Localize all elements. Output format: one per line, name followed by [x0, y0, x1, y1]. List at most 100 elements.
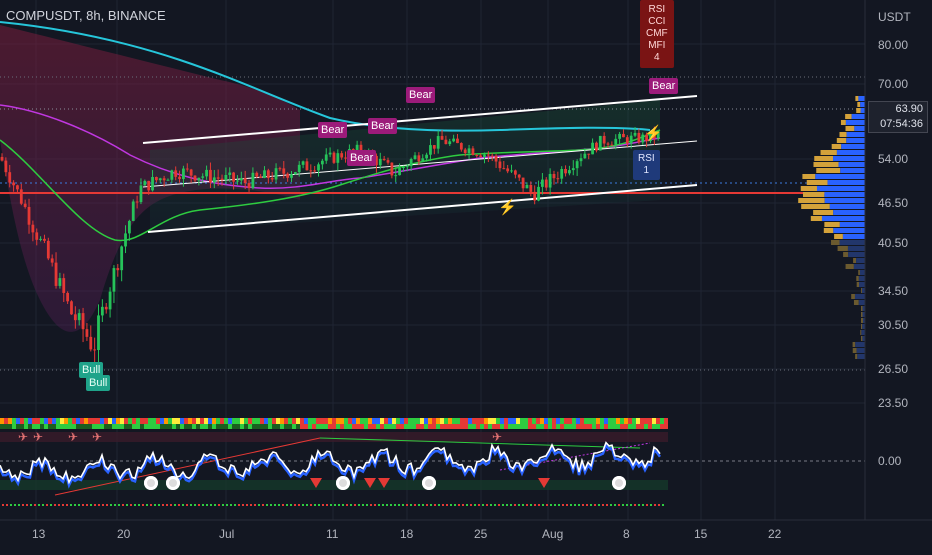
rocket-icon: ✈ [18, 430, 29, 444]
price-axis-currency: USDT [878, 10, 911, 24]
dot-marker [50, 504, 52, 506]
dot-marker [610, 504, 612, 506]
dot-marker [478, 504, 480, 506]
band-segment-bottom [440, 424, 444, 429]
volume-profile-bar-buy [853, 264, 865, 269]
dot-marker [266, 504, 268, 506]
volume-profile-bar-sell [845, 264, 854, 269]
band-segment-bottom [408, 424, 412, 429]
volume-profile-bar-sell [858, 270, 860, 275]
band-segment-bottom [372, 424, 376, 429]
volume-profile-bar-sell [860, 330, 862, 335]
bull-label-1: Bull [79, 362, 104, 378]
candle-body [413, 155, 417, 160]
dot-marker [94, 504, 96, 506]
band-segment-top [92, 418, 96, 424]
volume-profile-bar-buy [841, 144, 865, 149]
band-segment-top [24, 418, 28, 424]
candle-body [629, 135, 633, 144]
band-segment-bottom [88, 424, 92, 429]
dot-marker [366, 504, 368, 506]
band-segment-bottom [576, 424, 580, 429]
volume-profile-bar-buy [851, 114, 865, 119]
band-segment-top [288, 418, 292, 424]
candle-body [0, 156, 4, 161]
candle-body [66, 292, 70, 302]
panda-icon [166, 476, 180, 490]
band-segment-bottom [64, 424, 68, 429]
candle-body [189, 169, 193, 176]
band-segment-bottom [484, 424, 488, 429]
volume-profile-bar-sell [831, 144, 842, 149]
dot-marker [658, 504, 660, 506]
band-segment-top [384, 418, 388, 424]
band-segment-bottom [148, 424, 152, 429]
band-segment-top [16, 418, 20, 424]
volume-profile-bar-buy [838, 162, 865, 167]
volume-profile-bar-buy [824, 198, 865, 203]
price-tick-80: 80.00 [878, 38, 909, 52]
candle-body [290, 174, 293, 178]
candle-body [12, 182, 15, 186]
band-segment-bottom [636, 424, 640, 429]
band-segment-bottom [380, 424, 384, 429]
band-segment-top [304, 418, 308, 424]
band-segment-top [656, 418, 660, 424]
candle-body [251, 172, 255, 189]
volume-profile-bar-buy [862, 312, 865, 317]
band-segment-top [96, 418, 100, 424]
band-segment-top [64, 418, 68, 424]
candle-body [185, 168, 189, 170]
band-segment-top [72, 418, 76, 424]
band-segment-top [400, 418, 404, 424]
band-segment-bottom [80, 424, 84, 429]
dot-marker [42, 504, 44, 506]
volume-profile-bar-buy [847, 246, 865, 251]
ma-teal [0, 21, 651, 132]
candle-body [398, 167, 401, 176]
candle-body [394, 175, 398, 177]
volume-profile-bar-sell [813, 210, 834, 215]
candle-body [62, 278, 66, 293]
dot-marker [618, 504, 620, 506]
volume-profile-bar-buy [836, 150, 865, 155]
band-segment-bottom [560, 424, 564, 429]
band-segment-top [528, 418, 532, 424]
band-segment-top [36, 418, 40, 424]
band-segment-top [104, 418, 108, 424]
band-segment-top [4, 418, 8, 424]
candle-body [429, 145, 432, 155]
candle-body [182, 168, 185, 180]
band-segment-top [264, 418, 268, 424]
sell-triangle-icon [378, 478, 390, 488]
dot-marker [334, 504, 336, 506]
candle-body [35, 232, 39, 240]
band-segment-bottom [60, 424, 64, 429]
candle-body [355, 144, 359, 151]
band-segment-top [564, 418, 568, 424]
band-segment-top [408, 418, 412, 424]
band-segment-bottom [264, 424, 268, 429]
band-segment-bottom [644, 424, 648, 429]
lightning-icon: ⚡ [644, 125, 663, 142]
band-segment-bottom [220, 424, 224, 429]
band-segment-bottom [104, 424, 108, 429]
dot-marker [130, 504, 132, 506]
candle-body [259, 176, 263, 178]
dot-marker [394, 504, 396, 506]
band-segment-bottom [100, 424, 104, 429]
time-tick-20: 20 [117, 527, 131, 541]
candle-body [359, 144, 363, 153]
band-segment-top [392, 418, 396, 424]
band-segment-bottom [364, 424, 368, 429]
band-segment-bottom [16, 424, 20, 429]
candle-body [46, 240, 50, 259]
volume-profile-bar-buy [855, 342, 865, 347]
band-segment-bottom [528, 424, 532, 429]
dot-marker [514, 504, 516, 506]
dot-marker [398, 504, 400, 506]
candle-body [89, 336, 93, 350]
band-segment-bottom [532, 424, 536, 429]
volume-profile-bar-buy [862, 318, 865, 323]
band-segment-top [232, 418, 236, 424]
